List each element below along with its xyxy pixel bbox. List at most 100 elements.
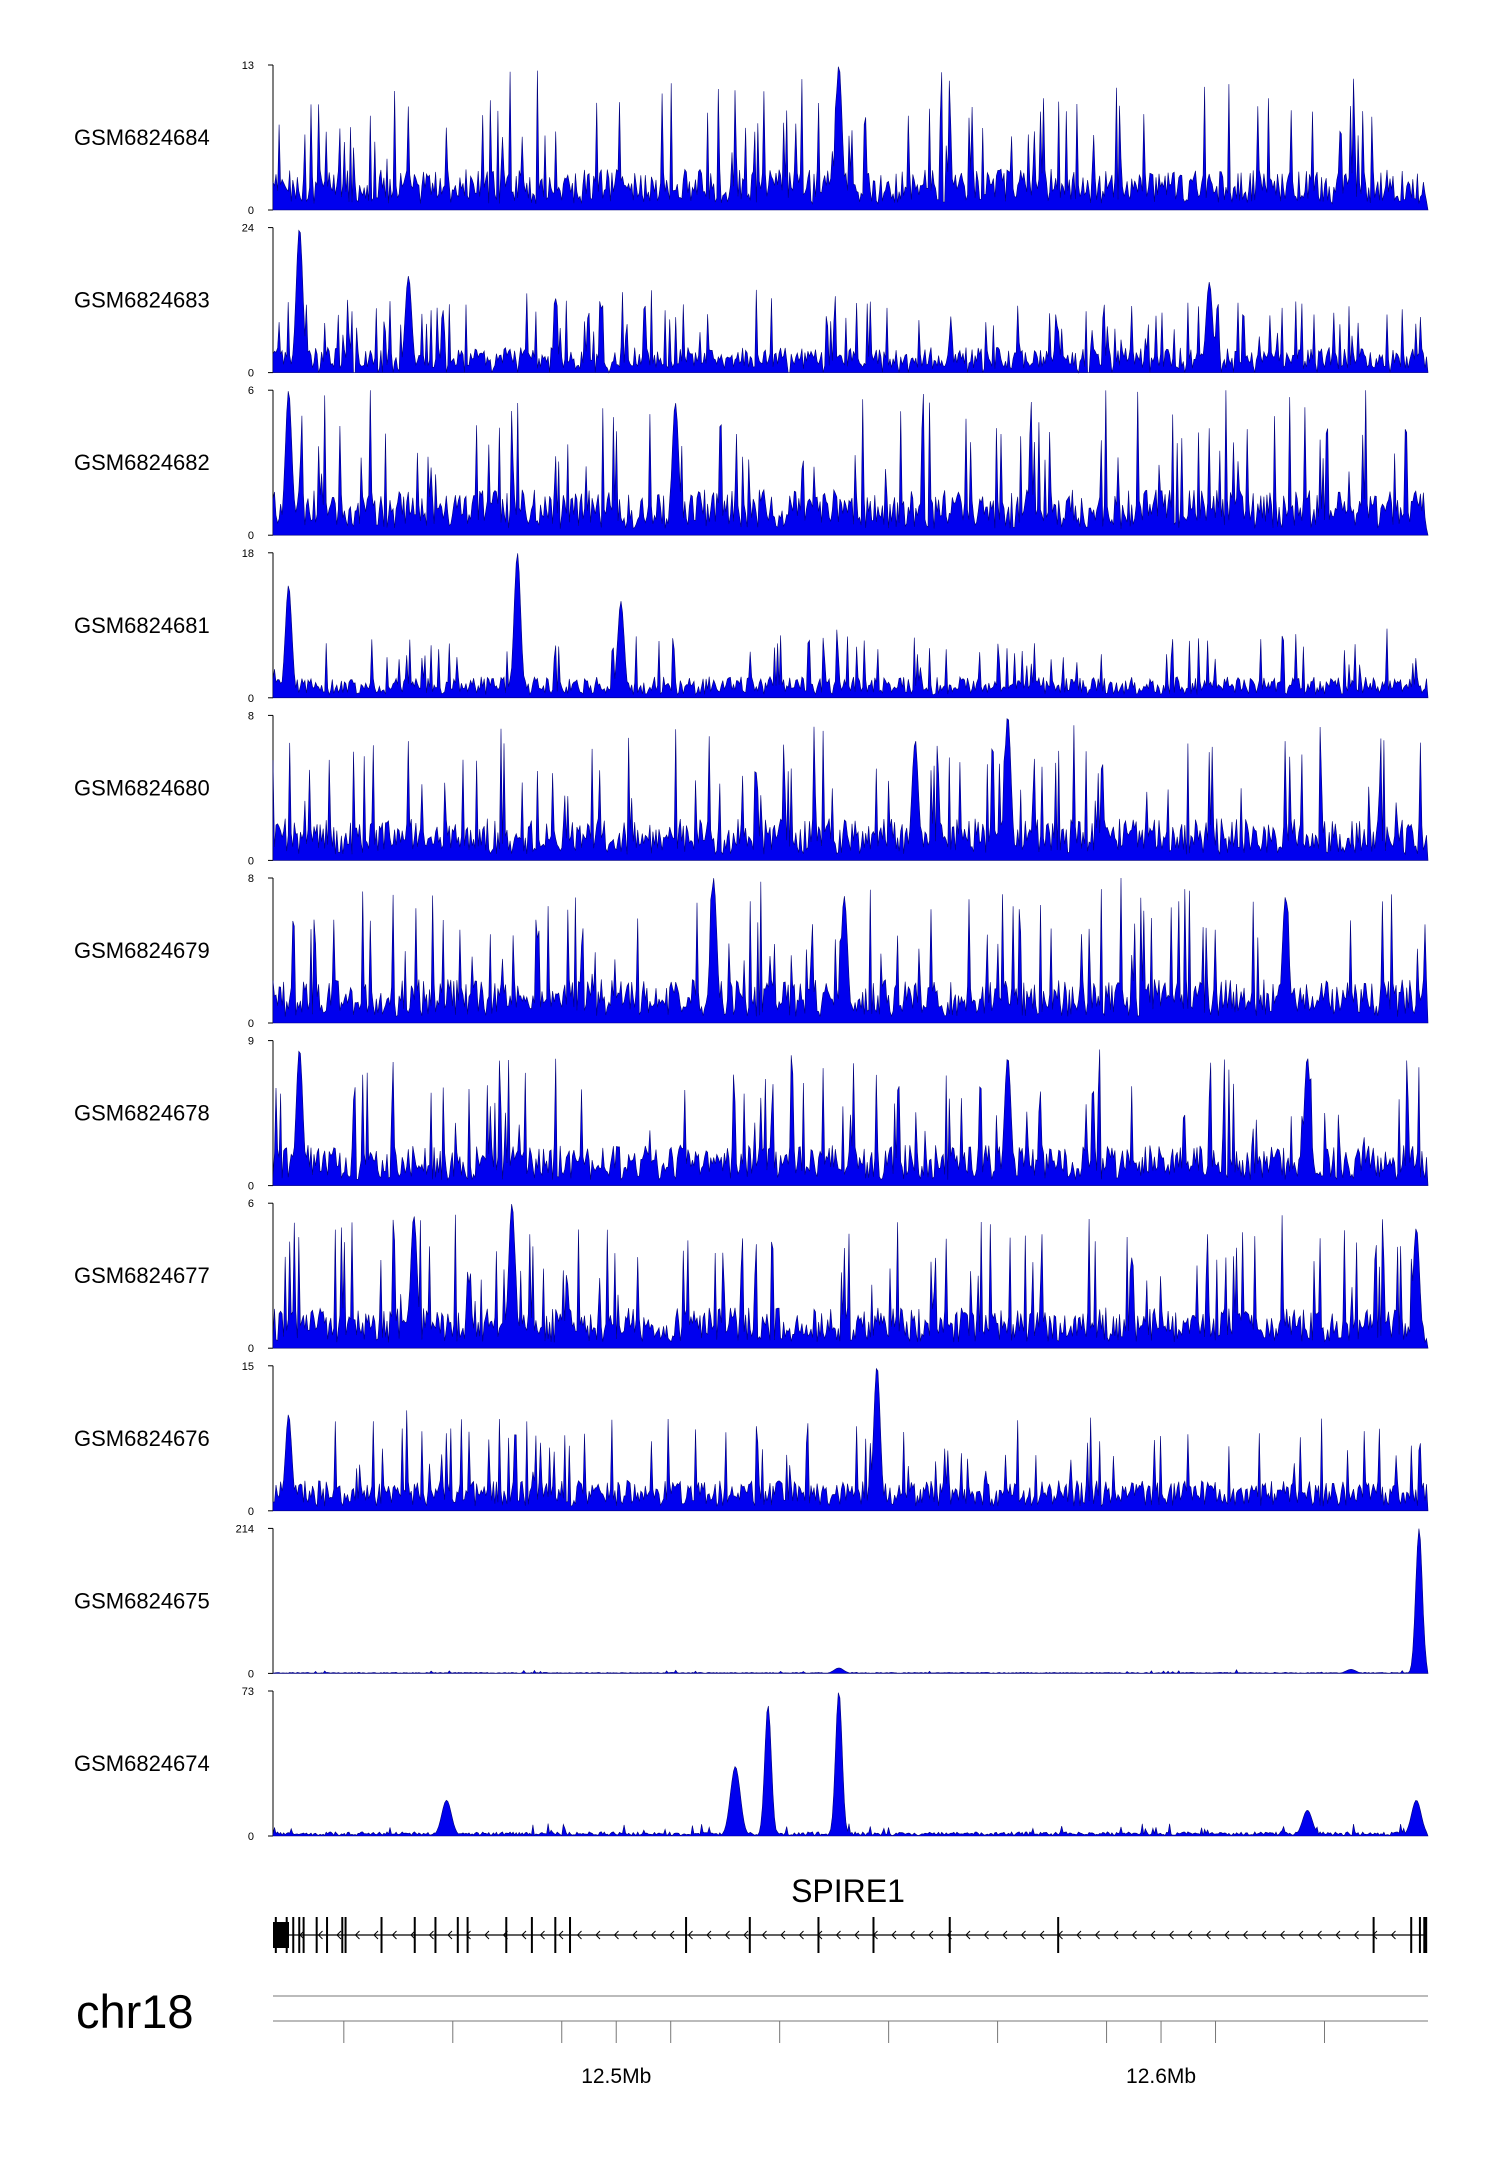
exon (380, 1917, 383, 1953)
coverage-area (272, 1204, 1429, 1349)
y-max-label: 18 (242, 548, 254, 560)
track-label: GSM6824680 (74, 775, 210, 800)
strand-arrow (928, 1930, 934, 1940)
coverage-area (272, 1528, 1429, 1674)
exon (817, 1917, 820, 1953)
exon (1057, 1917, 1060, 1953)
strand-arrow (447, 1930, 453, 1940)
gene-model-track: SPIRE1 (273, 1873, 1428, 1953)
track-label: GSM6824677 (74, 1263, 210, 1288)
y-min-label: 0 (248, 1181, 254, 1193)
strand-arrow (1205, 1930, 1211, 1940)
y-min-label: 0 (248, 1831, 254, 1843)
track-GSM6824675: GSM6824675 214 0 (74, 1523, 1429, 1680)
exon (948, 1917, 951, 1953)
strand-arrow (354, 1930, 360, 1940)
strand-arrow (1020, 1930, 1026, 1940)
track-label: GSM6824674 (74, 1751, 210, 1776)
strand-arrow (1076, 1930, 1082, 1940)
y-max-label: 24 (242, 223, 254, 235)
strand-arrow (428, 1930, 434, 1940)
strand-arrow (1002, 1930, 1008, 1940)
strand-arrow (1150, 1930, 1156, 1940)
gene-label: SPIRE1 (791, 1873, 905, 1909)
exon (292, 1917, 295, 1953)
exon (413, 1917, 416, 1953)
y-min-label: 0 (248, 1018, 254, 1030)
strand-arrow (595, 1930, 601, 1940)
strand-arrow (1039, 1930, 1045, 1940)
strand-arrow (1168, 1930, 1174, 1940)
y-max-label: 9 (248, 1036, 254, 1048)
exon (685, 1917, 688, 1953)
strand-arrow (1094, 1930, 1100, 1940)
coverage-area (272, 553, 1429, 699)
track-GSM6824683: GSM6824683 24 0 (74, 223, 1429, 380)
exon (315, 1917, 318, 1953)
track-GSM6824677: GSM6824677 6 0 (74, 1198, 1429, 1355)
strand-arrow (1131, 1930, 1137, 1940)
strand-arrow (669, 1930, 675, 1940)
strand-arrow (909, 1930, 915, 1940)
strand-arrow (706, 1930, 712, 1940)
y-min-label: 0 (248, 1668, 254, 1680)
track-label: GSM6824675 (74, 1588, 210, 1613)
strand-arrow (835, 1930, 841, 1940)
track-label: GSM6824682 (74, 450, 210, 475)
y-min-label: 0 (248, 368, 254, 380)
strand-arrow (521, 1930, 527, 1940)
track-label: GSM6824681 (74, 613, 210, 638)
exon (341, 1917, 344, 1953)
track-GSM6824678: GSM6824678 9 0 (74, 1036, 1429, 1193)
axis-tick-label: 12.6Mb (1126, 2065, 1196, 2088)
track-label: GSM6824683 (74, 288, 210, 313)
strand-arrow (724, 1930, 730, 1940)
coverage-area (272, 390, 1429, 536)
y-min-label: 0 (248, 1506, 254, 1518)
exon (872, 1917, 875, 1953)
strand-arrow (743, 1930, 749, 1940)
y-min-label: 0 (248, 205, 254, 217)
track-label: GSM6824679 (74, 938, 210, 963)
strand-arrow (965, 1930, 971, 1940)
exon (434, 1917, 437, 1953)
utr-exon (273, 1922, 289, 1948)
strand-arrow (484, 1930, 490, 1940)
exon (274, 1917, 277, 1953)
strand-arrow (1298, 1930, 1304, 1940)
strand-arrow (1224, 1930, 1230, 1940)
track-GSM6824676: GSM6824676 15 0 (74, 1361, 1429, 1518)
track-GSM6824674: GSM6824674 73 0 (74, 1686, 1429, 1843)
exon (302, 1917, 305, 1953)
exon (530, 1917, 533, 1953)
strand-arrow (1316, 1930, 1322, 1940)
exon (456, 1917, 459, 1953)
strand-arrow (465, 1930, 471, 1940)
axis-tick-label: 12.5Mb (581, 2065, 651, 2088)
strand-arrow (410, 1930, 416, 1940)
strand-arrow (613, 1930, 619, 1940)
exon (1410, 1917, 1413, 1953)
coverage-area (272, 1049, 1429, 1186)
exon (298, 1917, 301, 1953)
strand-arrow (1353, 1930, 1359, 1940)
exon (1418, 1917, 1421, 1953)
exon (1372, 1917, 1375, 1953)
exon (285, 1917, 288, 1953)
strand-arrow (1113, 1930, 1119, 1940)
exon (748, 1917, 751, 1953)
strand-arrow (1390, 1930, 1396, 1940)
strand-arrow (780, 1930, 786, 1940)
genome-axis: chr18 12.5Mb 12.6Mb (76, 1985, 1428, 2088)
coverage-area (272, 229, 1429, 374)
strand-arrow (891, 1930, 897, 1940)
track-GSM6824684: GSM6824684 13 0 (74, 60, 1429, 217)
strand-arrow (854, 1930, 860, 1940)
strand-arrow (1261, 1930, 1267, 1940)
y-max-label: 15 (242, 1361, 254, 1373)
coverage-area (272, 718, 1429, 861)
strand-arrow (761, 1930, 767, 1940)
track-label: GSM6824678 (74, 1101, 210, 1126)
exon (569, 1917, 572, 1953)
strand-arrow (687, 1930, 693, 1940)
